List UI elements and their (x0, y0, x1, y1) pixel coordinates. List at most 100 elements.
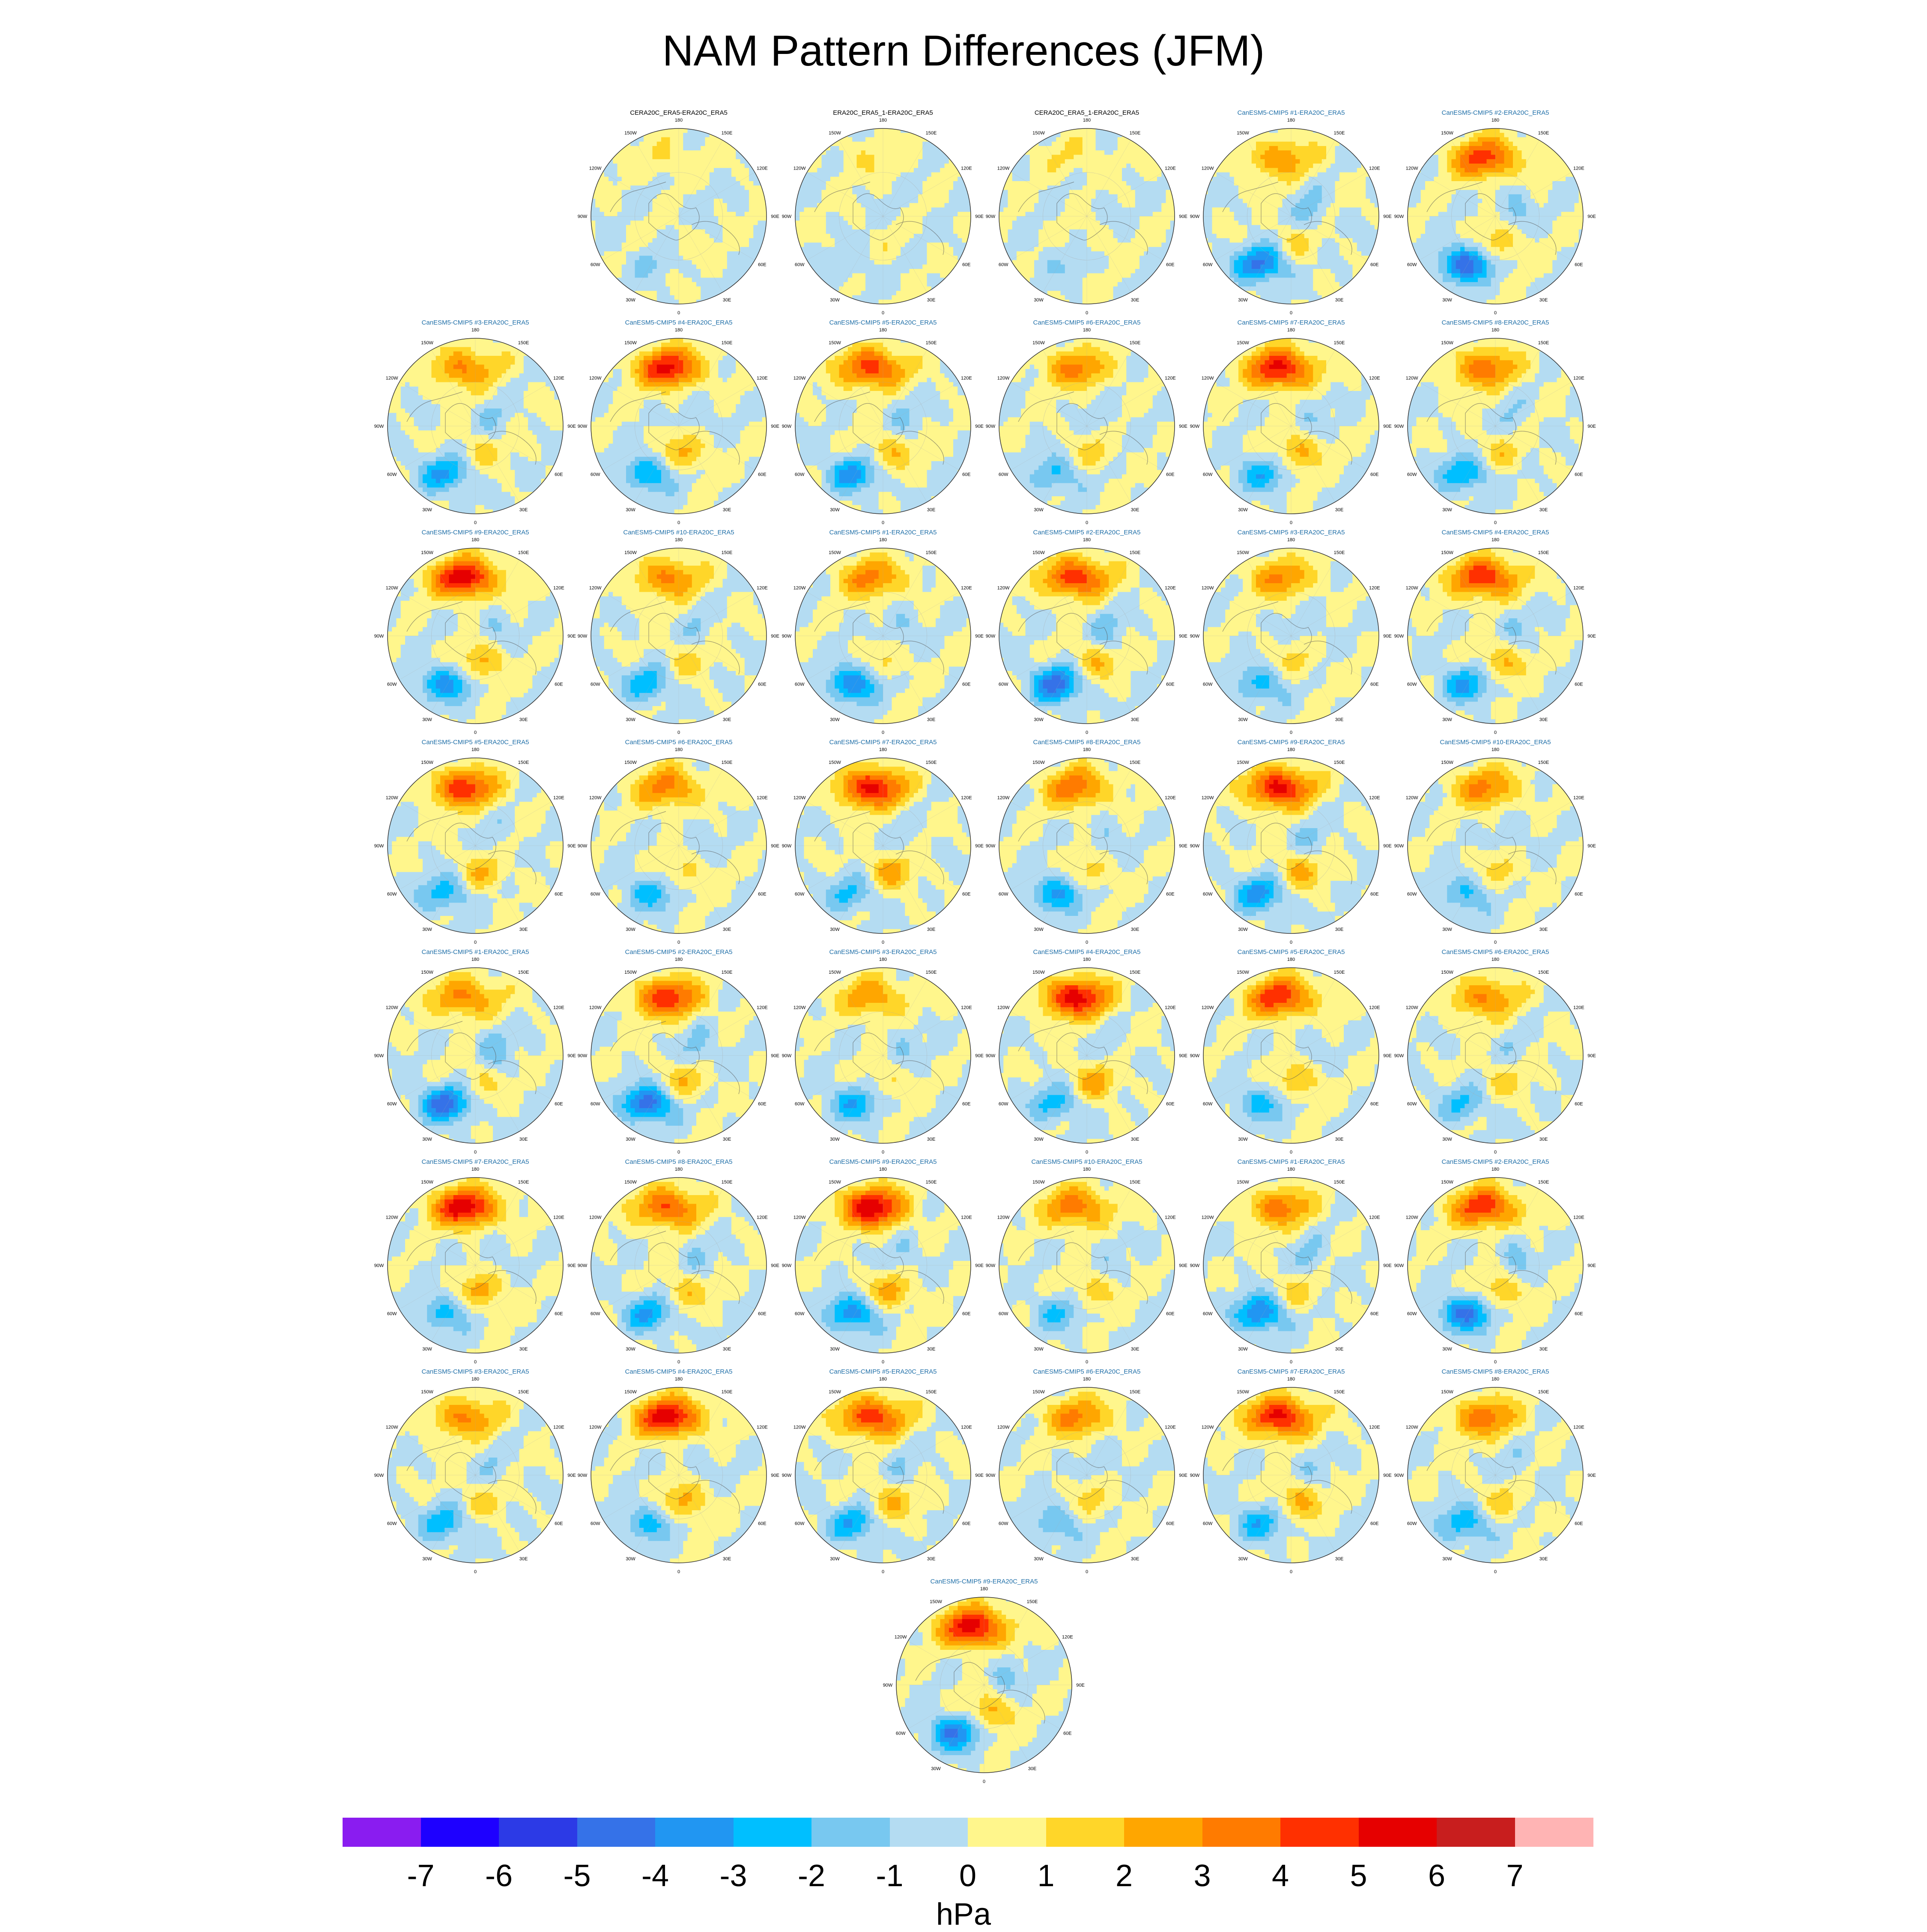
longitude-label: 120E (1573, 166, 1584, 171)
colorbar-tick-label: 6 (1402, 1858, 1471, 1893)
longitude-label: 90W (1190, 1473, 1200, 1478)
longitude-label: 180 (675, 957, 683, 962)
longitude-label: 120W (1406, 1215, 1418, 1220)
longitude-label: 120W (793, 376, 806, 381)
longitude-label: 120W (793, 1005, 806, 1011)
longitude-label: 60E (758, 1102, 767, 1107)
longitude-label: 150W (1237, 970, 1249, 975)
longitude-label: 60E (758, 682, 767, 687)
longitude-label: 90E (1587, 1053, 1596, 1058)
colorbar-swatch (421, 1818, 500, 1847)
longitude-label: 60W (1407, 682, 1417, 687)
longitude-label: 150W (421, 1389, 433, 1395)
colorbar-swatch (811, 1818, 890, 1847)
longitude-label: 0 (677, 730, 680, 734)
colorbar-tick-label: 4 (1246, 1858, 1315, 1893)
longitude-label: 0 (677, 1360, 680, 1364)
longitude-label: 60W (591, 472, 600, 477)
longitude-label: 60W (795, 1521, 805, 1527)
longitude-label: 120E (553, 1005, 564, 1011)
longitude-label: 60W (999, 892, 1008, 897)
longitude-label: 150W (624, 131, 637, 136)
longitude-label: 120E (757, 376, 768, 381)
longitude-label: 150W (829, 340, 841, 346)
longitude-label: 60W (387, 682, 397, 687)
longitude-label: 180 (1083, 537, 1091, 543)
longitude-label: 120W (386, 796, 398, 801)
longitude-label: 30E (1539, 927, 1548, 932)
longitude-label: 60E (1166, 892, 1175, 897)
longitude-label: 150E (722, 340, 733, 346)
longitude-label: 180 (1287, 118, 1295, 123)
longitude-label: 90E (1383, 1263, 1392, 1268)
longitude-label: 30W (422, 1556, 432, 1562)
longitude-label: 180 (675, 1377, 683, 1382)
longitude-label: 30E (1335, 1137, 1344, 1142)
colorbar-swatch (968, 1818, 1047, 1847)
longitude-label: 30E (1539, 1347, 1548, 1352)
longitude-label: 30E (1539, 298, 1548, 303)
longitude-label: 30E (1539, 507, 1548, 513)
longitude-label: 30E (1335, 927, 1344, 932)
longitude-label: 30E (723, 1556, 731, 1562)
longitude-label: 90W (1394, 1473, 1404, 1478)
longitude-label: 90E (975, 1473, 984, 1478)
longitude-label: 30W (626, 507, 635, 513)
longitude-label: 60W (999, 262, 1008, 268)
longitude-label: 30E (1335, 717, 1344, 722)
longitude-label: 60W (1407, 1312, 1417, 1317)
longitude-label: 0 (677, 940, 680, 944)
longitude-label: 60W (1203, 1312, 1213, 1317)
longitude-label: 30W (1238, 507, 1248, 513)
longitude-label: 30W (626, 1347, 635, 1352)
longitude-label: 0 (474, 520, 477, 525)
longitude-label: 90E (1383, 1053, 1392, 1058)
longitude-label: 60E (1575, 1521, 1583, 1527)
colorbar-tick-label: 3 (1168, 1858, 1237, 1893)
longitude-label: 30E (1131, 717, 1139, 722)
longitude-label: 60E (758, 1312, 767, 1317)
longitude-label: 120W (895, 1635, 907, 1640)
longitude-label: 30E (723, 927, 731, 932)
longitude-label: 180 (879, 957, 887, 962)
longitude-label: 30W (1442, 1556, 1452, 1562)
longitude-label: 30E (1335, 1556, 1344, 1562)
longitude-label: 60W (387, 1102, 397, 1107)
longitude-label: 0 (474, 940, 477, 944)
longitude-label: 30W (1238, 927, 1248, 932)
longitude-label: 150E (1538, 760, 1549, 765)
longitude-label: 0 (1494, 520, 1497, 525)
longitude-label: 150E (1130, 1180, 1141, 1185)
longitude-label: 60W (999, 1102, 1008, 1107)
longitude-label: 150E (1130, 550, 1141, 555)
longitude-label: 180 (879, 1377, 887, 1382)
longitude-label: 90E (975, 1263, 984, 1268)
longitude-label: 120W (1202, 586, 1214, 591)
longitude-label: 150E (926, 1389, 937, 1395)
colorbar-swatch (343, 1818, 421, 1847)
longitude-label: 150W (829, 970, 841, 975)
longitude-label: 60E (555, 1521, 563, 1527)
longitude-label: 90W (986, 424, 996, 429)
longitude-label: 30E (723, 1137, 731, 1142)
longitude-label: 30W (1034, 1347, 1044, 1352)
longitude-label: 120W (386, 1425, 398, 1430)
longitude-label: 30W (1442, 1347, 1452, 1352)
longitude-label: 150W (829, 550, 841, 555)
longitude-label: 120W (1202, 166, 1214, 171)
longitude-label: 150E (1130, 1389, 1141, 1395)
longitude-label: 120W (589, 586, 602, 591)
longitude-label: 120E (961, 796, 972, 801)
longitude-label: 120E (1369, 1005, 1380, 1011)
longitude-label: 120E (1573, 1425, 1584, 1430)
